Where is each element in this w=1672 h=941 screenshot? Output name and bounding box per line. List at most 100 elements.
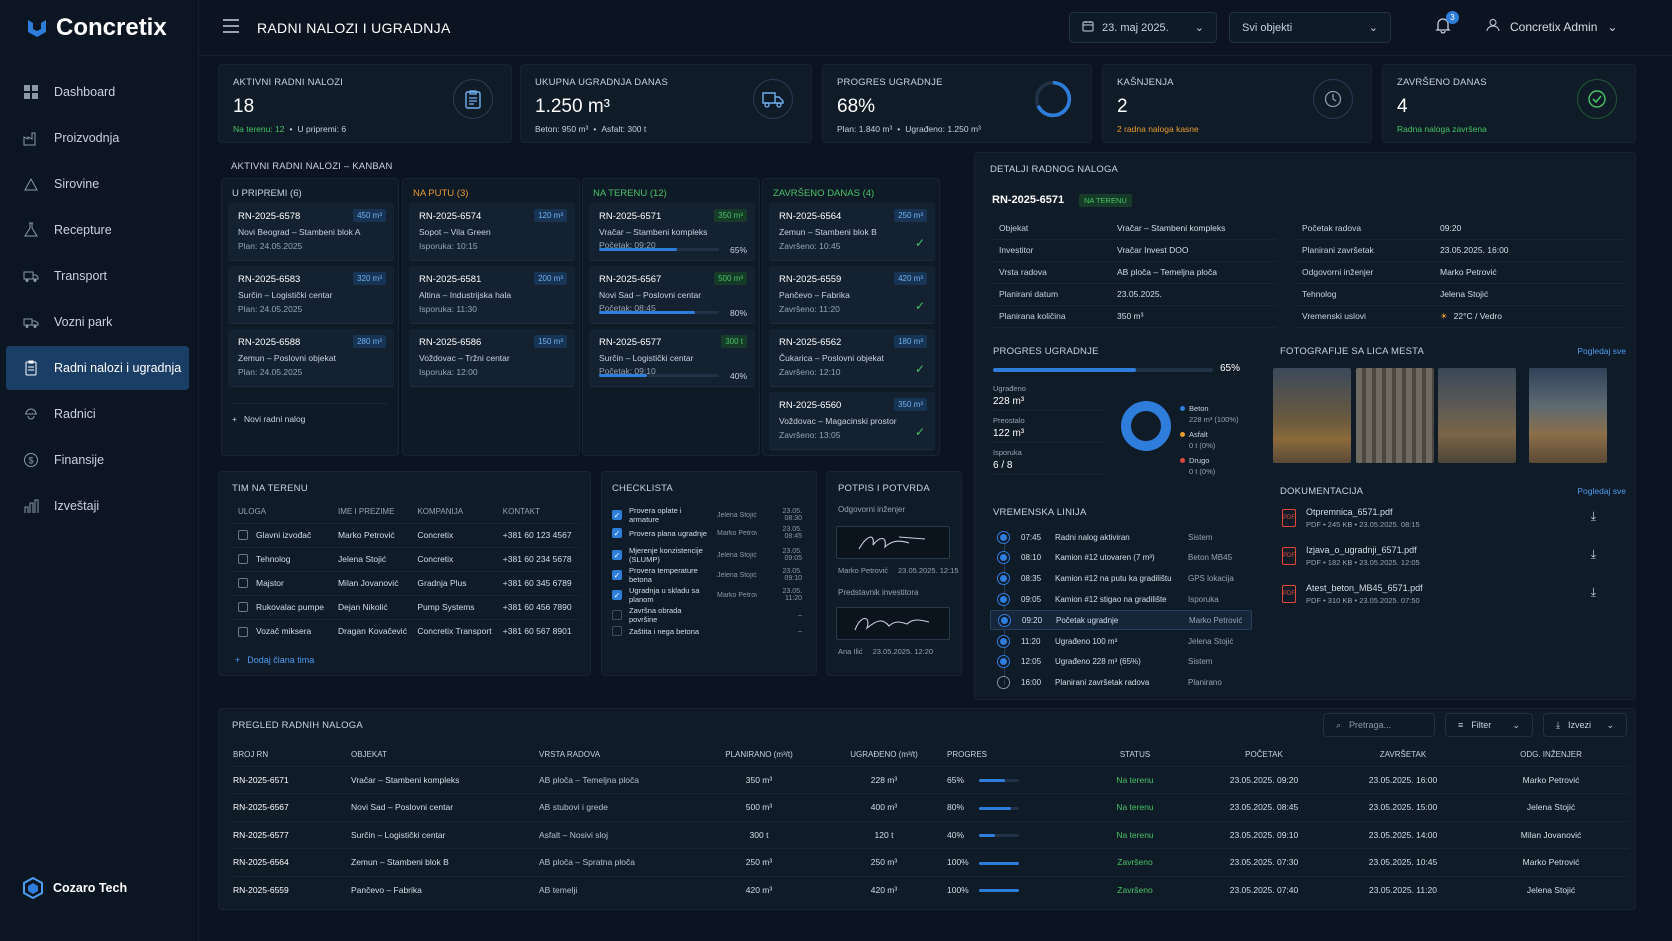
sidebar-item-izveštaji[interactable]: Izveštaji [6, 484, 189, 528]
timeline-item[interactable]: 11:20 Ugrađeno 100 m³ Jelena Stojić [998, 631, 1250, 651]
sidebar-item-proizvodnja[interactable]: Proizvodnja [6, 116, 189, 160]
checkbox[interactable]: ✓ [612, 528, 622, 538]
pdf-icon: PDF [1282, 585, 1296, 603]
kanban-card[interactable]: RN-2025-6577 300 t Surčin – Logistički cen… [589, 329, 755, 387]
document-name: Atest_beton_MB45_6571.pdf [1306, 583, 1423, 593]
sidebar-item-vozni-park[interactable]: Vozni park [6, 300, 189, 344]
team-cell: Vozač miksera [232, 618, 338, 643]
document-item[interactable]: PDF Atest_beton_MB45_6571.pdf PDF • 310 KB… [1282, 583, 1600, 617]
timeline-time: 11:20 [1021, 636, 1041, 646]
overview-row[interactable]: RN-2025-6571 Vračar – Stambeni kompleks AB… [233, 765, 1629, 794]
sidebar-item-dashboard[interactable]: Dashboard [6, 70, 189, 114]
overview-row[interactable]: RN-2025-6567 Novi Sad – Poslovni centar AB… [233, 793, 1629, 821]
detail-value: 09:20 [1440, 222, 1462, 233]
detail-key-cell: Početak radova [1295, 217, 1440, 240]
checklist-item[interactable]: ✓ Provera plana ugradnje Marko Petrović 23.… [612, 526, 802, 540]
sidebar-item-recepture[interactable]: Recepture [6, 208, 189, 252]
download-icon[interactable]: ⤓ [1590, 547, 1596, 561]
overview-header: PROGRES [947, 750, 988, 760]
checkbox[interactable]: ✓ [612, 550, 622, 560]
kanban-card[interactable]: RN-2025-6574 120 m³ Sopot – Vila Green Ispo… [409, 203, 575, 261]
documents-view-all-link[interactable]: Pogledaj sve [1577, 486, 1626, 496]
timeline-item[interactable]: 07:45 Radni nalog aktiviran Sistem [998, 527, 1250, 547]
kanban-card[interactable]: RN-2025-6559 420 m³ Pančevo – Fabrika Završ… [769, 266, 935, 324]
checklist-item[interactable]: ✓ Mjerenje konzistencije (SLUMP) Jelena St… [612, 546, 802, 564]
checklist-item[interactable]: ✓ Ugradnja u skladu sa planom Marko Petrov… [612, 586, 802, 604]
overview-start: 23.05.2025. 07:40 [1229, 885, 1299, 895]
sidebar-item-sirovine[interactable]: Sirovine [6, 162, 189, 206]
overview-search-input[interactable]: ⌕ Pretraga... [1323, 713, 1435, 737]
timeline-item[interactable]: 09:20 Početak ugradnje Marko Petrović [990, 610, 1252, 631]
sidebar-item-label: Radnici [54, 407, 96, 421]
kanban-card[interactable]: RN-2025-6586 150 m³ Voždovac – Tržni centa… [409, 329, 575, 387]
photos-view-all-link[interactable]: Pogledaj sve [1577, 346, 1626, 356]
timeline-item[interactable]: 08:35 Kamion #12 na putu ka gradilištu GPS… [998, 569, 1250, 589]
timeline-item[interactable]: 12:05 Ugrađeno 228 m³ (65%) Sistem [998, 652, 1250, 672]
checklist-item[interactable]: Zaštita i nega betona – [612, 626, 802, 636]
kanban-card[interactable]: RN-2025-6560 350 m³ Voždovac – Magacinski … [769, 392, 935, 450]
checkbox[interactable]: ✓ [612, 510, 622, 520]
sidebar-item-transport[interactable]: Transport [6, 254, 189, 298]
site-photo-3[interactable] [1438, 368, 1516, 463]
timeline-item[interactable]: 08:10 Kamion #12 utovaren (7 m³) Beton MB4… [998, 548, 1250, 568]
site-photo-1[interactable] [1273, 368, 1351, 463]
kanban-card[interactable]: RN-2025-6562 180 m³ Čukarica – Poslovni ob… [769, 329, 935, 387]
menu-icon[interactable] [223, 19, 239, 36]
notification-bell-icon[interactable]: 3 [1435, 11, 1459, 37]
overview-row[interactable]: RN-2025-6559 Pančevo – Fabrika AB temelji 4… [233, 875, 1629, 904]
kpi-delays[interactable]: KAŠNJENJA 2 2 radna naloga kasne [1102, 64, 1372, 143]
overview-filter-select[interactable]: ≡ Filter ⌄ [1445, 713, 1533, 737]
kanban-card[interactable]: RN-2025-6571 350 m³ Vračar – Stambeni komp… [589, 203, 755, 261]
overview-done: 120 t [874, 829, 894, 840]
kpi-active-orders[interactable]: AKTIVNI RADNI NALOZI 18 Na terenu: 12 • U pr… [218, 64, 512, 143]
kpi-completed-today[interactable]: ZAVRŠENO DANAS 4 Radna naloga završena [1382, 64, 1636, 143]
checkbox[interactable]: ✓ [612, 590, 622, 600]
kpi-total-installation[interactable]: UKUPNA UGRADNJA DANAS 1.250 m³ Beton: 950 … [520, 64, 812, 143]
checkbox[interactable]: ✓ [612, 570, 622, 580]
date-picker[interactable]: 23. maj 2025. ⌄ [1069, 12, 1217, 43]
kanban-card[interactable]: RN-2025-6567 500 m³ Novi Sad – Poslovni ce… [589, 266, 755, 324]
site-photo-2[interactable] [1356, 368, 1434, 463]
overview-status: Završeno [1117, 857, 1153, 868]
kanban-card[interactable]: RN-2025-6583 320 m³ Surčin – Logistički ce… [228, 266, 394, 324]
app-logo[interactable]: Concretix [26, 14, 167, 42]
site-photo-4[interactable] [1529, 368, 1607, 463]
user-menu[interactable]: Concretix Admin ⌄ [1486, 18, 1617, 35]
sidebar-item-radnici[interactable]: Radnici [6, 392, 189, 436]
download-icon[interactable]: ⤓ [1590, 585, 1596, 599]
team-row[interactable]: Majstor Milan Jovanović Gradnja Plus +381 6… [232, 570, 582, 595]
overview-row[interactable]: RN-2025-6577 Surčin – Logistički centar As… [233, 820, 1629, 849]
download-icon[interactable]: ⤓ [1590, 509, 1596, 523]
kanban-card[interactable]: RN-2025-6564 250 m³ Zemun – Stambeni blok … [769, 203, 935, 261]
overview-row[interactable]: RN-2025-6564 Zemun – Stambeni blok B AB pl… [233, 848, 1629, 876]
sidebar-item-finansije[interactable]: $ Finansije [6, 438, 189, 482]
kpi-installation-progress[interactable]: PROGRES UGRADNJE 68% Plan: 1.840 m³ • Ugrađe… [822, 64, 1092, 143]
timeline-item[interactable]: 09:05 Kamion #12 stigao na gradilište Ispo… [998, 589, 1250, 609]
detail-value: 22°C / Vedro [1453, 310, 1502, 321]
document-item[interactable]: PDF Izjava_o_ugradnji_6571.pdf PDF • 182 K… [1282, 545, 1600, 579]
kanban-card[interactable]: RN-2025-6578 450 m³ Novi Beograd – Stamben… [228, 203, 394, 261]
team-row[interactable]: Rukovalac pumpe Dejan Nikolić Pump Systems… [232, 594, 582, 619]
concretix-logo-icon [28, 20, 46, 37]
team-row[interactable]: Tehnolog Jelena Stojić Concretix +381 60 23… [232, 546, 582, 571]
overview-cell: 120 t [821, 820, 947, 849]
document-item[interactable]: PDF Otpremnica_6571.pdf PDF • 245 KB • 23.… [1282, 507, 1600, 541]
checkbox[interactable] [612, 610, 622, 620]
overview-cell: Vračar – Stambeni kompleks [351, 765, 539, 794]
overview-export-button[interactable]: ⤓ Izvezi ⌄ [1543, 713, 1627, 737]
team-row[interactable]: Glavni izvođač Marko Petrović Concretix +38… [232, 522, 582, 547]
checklist-item[interactable]: ✓ Provera temperature betona Jelena Stojić… [612, 566, 802, 584]
checklist-item[interactable]: ✓ Provera oplate i armature Jelena Stojić 2… [612, 506, 802, 524]
team-row[interactable]: Vozač miksera Dragan Kovačević Concretix T… [232, 618, 582, 643]
kanban-card[interactable]: RN-2025-6581 200 m³ Altina – Industrijska … [409, 266, 575, 324]
kanban-column: ZAVRŠENO DANAS (4) RN-2025-6564 250 m³ Zemu… [762, 178, 940, 456]
add-team-member-button[interactable]: + Dodaj člana tima [235, 655, 314, 665]
kanban-card[interactable]: RN-2025-6588 280 m³ Zemun – Poslovni objek… [228, 329, 394, 387]
timeline-item[interactable]: 16:00 Planirani završetak radova Planirano [998, 673, 1250, 693]
checklist-item[interactable]: Završna obrada površine – [612, 606, 802, 624]
checkbox[interactable] [612, 626, 622, 636]
sidebar-item-radni-nalozi-i-ugradnja[interactable]: Radni nalozi i ugradnja [6, 346, 189, 390]
object-filter-select[interactable]: Svi objekti ⌄ [1229, 12, 1391, 43]
check-icon: ✓ [914, 362, 925, 376]
new-order-button[interactable]: + Novi radni nalog [232, 403, 388, 424]
